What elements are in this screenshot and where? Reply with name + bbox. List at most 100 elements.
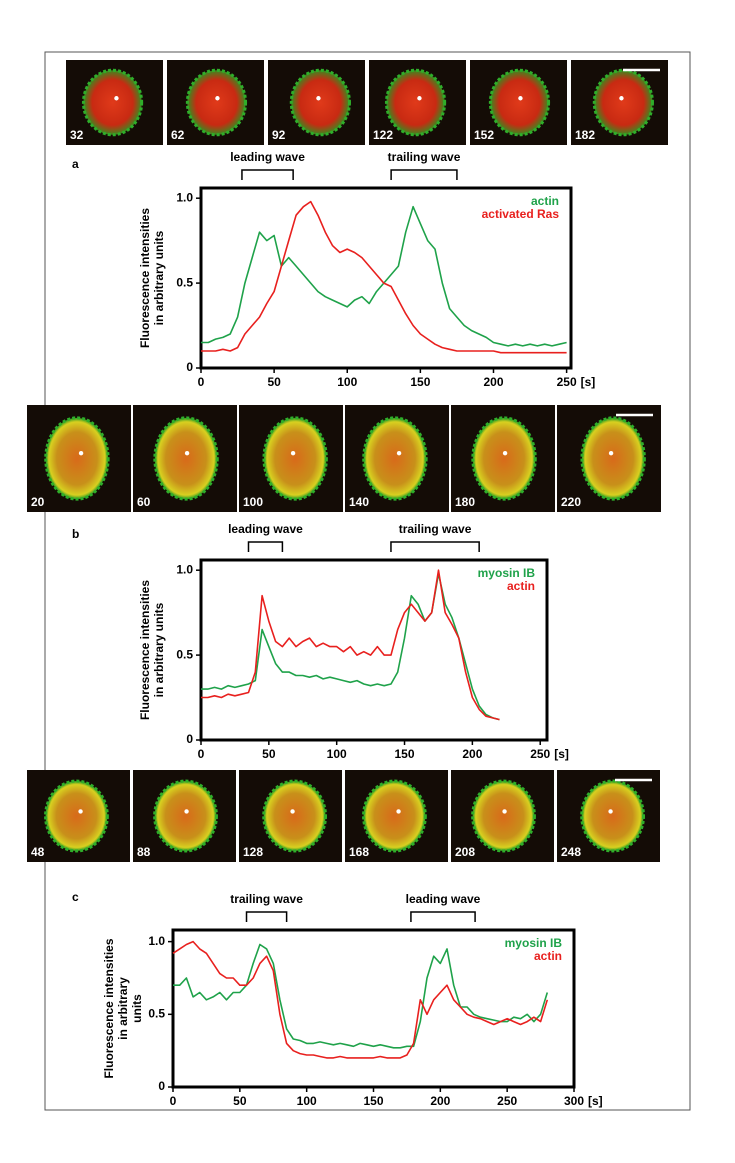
cell [153, 416, 219, 501]
cell [471, 416, 537, 501]
y-tick-label: 0.5 [148, 1006, 165, 1020]
micrograph: 100 [239, 405, 343, 512]
frame-time: 122 [373, 128, 393, 142]
x-tick-label: 100 [327, 747, 347, 761]
cell [153, 779, 218, 853]
plot-frame [199, 186, 573, 370]
y-tick-label: 0 [186, 360, 193, 374]
cell [362, 416, 428, 501]
y-tick-label: 0 [186, 732, 193, 746]
legend-entry: myosin IB [478, 566, 536, 580]
y-axis-label: Fluorescence intensities [138, 580, 152, 720]
x-tick-label: 200 [462, 747, 482, 761]
cell [262, 779, 328, 853]
wave-label: leading wave [228, 522, 303, 536]
y-axis-label: Fluorescence intensities [138, 208, 152, 348]
frame-time: 62 [171, 128, 185, 142]
wave-label: leading wave [406, 892, 481, 906]
micrograph: 20 [27, 405, 131, 512]
micrograph: 60 [133, 405, 237, 512]
x-tick-label: 200 [483, 375, 503, 389]
frame-time: 100 [243, 495, 263, 509]
micrograph: 122 [369, 60, 466, 145]
tracking-dot [518, 96, 523, 101]
tracking-dot [290, 809, 295, 814]
x-axis-unit: [s] [581, 375, 596, 389]
y-axis-label: in arbitrary [116, 977, 130, 1040]
cell [81, 68, 144, 137]
y-tick-label: 0 [158, 1079, 165, 1093]
wave-label: trailing wave [230, 892, 303, 906]
legend-entry: activated Ras [482, 207, 560, 221]
frame-time: 92 [272, 128, 286, 142]
y-axis-label: in arbitrary units [152, 230, 166, 325]
y-axis-label: units [130, 994, 144, 1023]
cell [592, 68, 654, 137]
wave-bracket [410, 911, 476, 922]
y-axis-label: in arbitrary units [152, 602, 166, 697]
frame-time: 140 [349, 495, 369, 509]
micrograph: 48 [27, 770, 130, 862]
micrograph: 180 [451, 405, 555, 512]
x-axis-unit: [s] [588, 1094, 603, 1108]
tracking-dot [502, 450, 508, 456]
x-tick-label: 100 [297, 1094, 317, 1108]
panel-letter: c [72, 890, 79, 904]
micrograph: 152 [470, 60, 567, 145]
x-tick-label: 0 [198, 375, 205, 389]
series-line [172, 940, 549, 1059]
micrograph: 208 [451, 770, 554, 862]
y-axis-label: Fluorescence intensities [102, 938, 116, 1078]
tracking-dot [114, 96, 119, 101]
frame-time: 208 [455, 845, 475, 859]
series-line [173, 943, 549, 1049]
panel-letter: b [72, 527, 79, 541]
tracking-dot [78, 450, 84, 456]
series-line [201, 200, 567, 354]
legend-entry: myosin IB [505, 936, 563, 950]
tracking-dot [396, 809, 401, 814]
cell [580, 779, 646, 853]
tracking-dot [619, 96, 624, 101]
x-tick-label: 0 [170, 1094, 177, 1108]
series-line [201, 572, 500, 721]
x-tick-label: 0 [198, 747, 205, 761]
x-tick-label: 250 [557, 375, 577, 389]
frame-time: 220 [561, 495, 581, 509]
cell [471, 779, 536, 853]
series-line [201, 205, 567, 347]
x-tick-label: 300 [564, 1094, 584, 1108]
tracking-dot [608, 809, 613, 814]
frame-time: 182 [575, 128, 595, 142]
frame-time: 88 [137, 845, 151, 859]
micrograph: 220 [557, 405, 661, 512]
tracking-dot [78, 809, 83, 814]
cell [44, 779, 109, 853]
wave-label: trailing wave [388, 150, 461, 164]
cell [580, 416, 646, 501]
frame-time: 180 [455, 495, 475, 509]
tracking-dot [502, 809, 507, 814]
series-line [201, 569, 500, 721]
tracking-dot [316, 96, 321, 101]
x-tick-label: 50 [233, 1094, 247, 1108]
frame-time: 32 [70, 128, 84, 142]
x-tick-label: 50 [267, 375, 281, 389]
cell [362, 779, 427, 853]
wave-bracket [241, 169, 294, 180]
tracking-dot [184, 450, 190, 456]
wave-label: leading wave [230, 150, 305, 164]
x-tick-label: 250 [530, 747, 550, 761]
plot-frame [171, 928, 576, 1089]
cell [384, 68, 447, 137]
cell [262, 416, 328, 501]
y-tick-label: 1.0 [176, 562, 193, 576]
micrograph: 128 [239, 770, 342, 862]
wave-bracket [245, 911, 288, 922]
cell [488, 68, 551, 137]
figure-border [44, 51, 691, 1111]
x-tick-label: 50 [262, 747, 276, 761]
tracking-dot [396, 450, 402, 456]
micrograph: 248 [557, 770, 660, 862]
